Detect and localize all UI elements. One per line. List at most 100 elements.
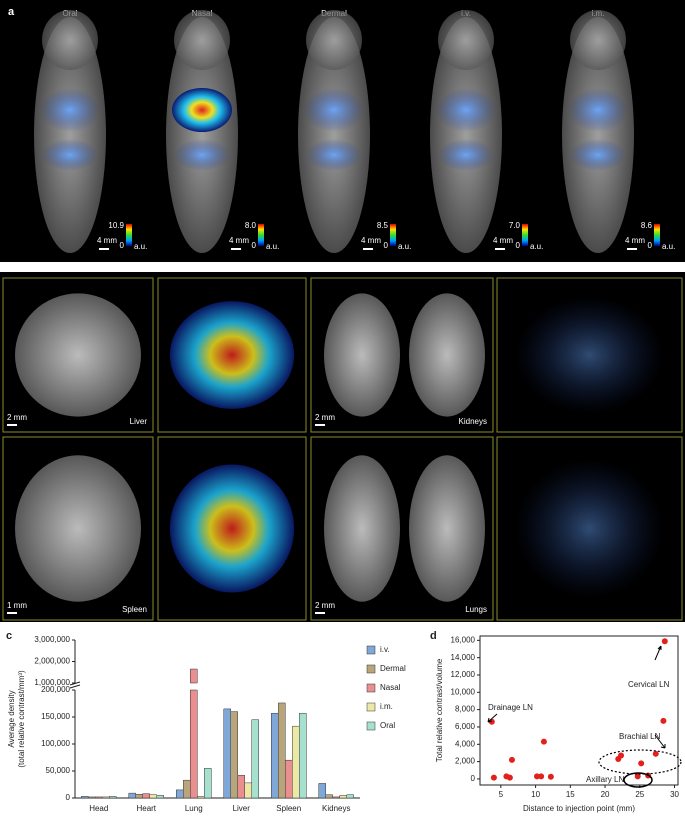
signal: [436, 88, 496, 132]
bar: [299, 712, 307, 799]
scale-bar-label: 1 mm: [7, 601, 27, 610]
bar: [346, 794, 354, 799]
y-tick-label: 8,000: [455, 705, 476, 714]
bar: [88, 796, 96, 799]
legend-swatch: [366, 664, 376, 674]
scale-bar-label: 2 mm: [315, 413, 335, 422]
bar: [332, 796, 340, 799]
y-tick-label: 6,000: [455, 722, 476, 731]
mouse-body: [34, 17, 106, 253]
annotation: Brachial LN: [619, 732, 661, 741]
y-tick-label: 10,000: [451, 687, 476, 696]
bar: [95, 796, 103, 799]
x-tick-label: Liver: [233, 804, 251, 813]
tissue-signal: [515, 296, 664, 414]
annotation: Axillary LN: [586, 775, 624, 784]
colorbar-min: 0: [120, 241, 125, 250]
scale-bar: [231, 248, 241, 250]
colorbar: [522, 224, 528, 246]
mouse-head: [438, 10, 494, 70]
y-tick-label: 0: [66, 793, 71, 802]
colorbar-unit: a.u.: [398, 242, 411, 251]
bar: [271, 712, 279, 799]
colorbar-unit: a.u.: [662, 242, 675, 251]
colorbar-max: 10.9: [108, 221, 124, 230]
x-tick-label: Heart: [136, 804, 156, 813]
point: [506, 774, 513, 781]
signal: [570, 139, 626, 171]
bar: [190, 668, 198, 799]
panel-label: c: [6, 630, 12, 642]
tissue-label: Liver: [130, 417, 148, 426]
x-tick-label: Spleen: [276, 804, 301, 813]
x-tick-label: Head: [89, 804, 108, 813]
x-tick-label: 25: [635, 790, 644, 799]
bar: [204, 768, 212, 799]
plot-frame: [479, 635, 679, 786]
bar: [339, 795, 347, 799]
x-tick-label: 5: [499, 790, 504, 799]
tissue-label: Kidneys: [459, 417, 487, 426]
colorbar: [654, 224, 660, 246]
y-tick-label: 4,000: [455, 739, 476, 748]
scale-bar: [7, 612, 17, 614]
legend-label: Dermal: [380, 664, 406, 673]
panel-label: d: [430, 630, 437, 642]
point: [660, 717, 667, 724]
signal: [306, 139, 362, 171]
y-axis-label: Total relative contrast/volume: [435, 658, 444, 762]
bar: [292, 725, 300, 799]
mouse-body: [298, 17, 370, 253]
mouse-body: [166, 17, 238, 253]
mouse-head: [570, 10, 626, 70]
bar: [102, 796, 110, 799]
point: [547, 773, 554, 780]
signal: [42, 139, 98, 171]
y-tick-label: 3,000,000: [34, 635, 70, 644]
scale-bar-label: 4 mm: [361, 236, 381, 245]
tissue-heatmap: [169, 301, 295, 409]
scale-bar: [99, 248, 109, 250]
arrow: [487, 713, 498, 723]
legend-swatch: [366, 702, 376, 712]
y-tick-label: 0: [471, 774, 476, 783]
scale-bar: [627, 248, 637, 250]
mouse-body: [562, 17, 634, 253]
arrow: [654, 645, 662, 661]
bar: [251, 719, 259, 799]
colorbar-min: 0: [648, 241, 653, 250]
axis-break: [69, 681, 81, 689]
scale-bar-label: 4 mm: [97, 236, 117, 245]
colorbar-unit: a.u.: [530, 242, 543, 251]
tissue-image: [15, 455, 141, 602]
point: [490, 774, 497, 781]
bar: [128, 792, 136, 799]
signal: [40, 88, 100, 132]
bar: [237, 775, 245, 799]
scale-bar-label: 4 mm: [625, 236, 645, 245]
legend-swatch: [366, 645, 376, 655]
point: [638, 760, 645, 767]
legend-label: Nasal: [380, 683, 401, 692]
y-tick-label: 100,000: [41, 739, 70, 748]
x-tick-label: 15: [566, 790, 575, 799]
panel-label: a: [8, 6, 15, 18]
legend-label: Oral: [380, 721, 395, 730]
legend-swatch: [366, 683, 376, 693]
tissue-image: [324, 455, 400, 602]
colorbar-unit: a.u.: [134, 242, 147, 251]
bar: [197, 796, 205, 799]
mouse-head: [42, 10, 98, 70]
y-tick-label: 16,000: [451, 635, 476, 644]
point: [652, 750, 659, 757]
y-tick-label: 50,000: [46, 766, 71, 775]
bar: [142, 793, 150, 799]
bar: [135, 793, 143, 799]
x-tick-label: 10: [531, 790, 540, 799]
scale-bar-label: 4 mm: [229, 236, 249, 245]
signal: [568, 88, 628, 132]
y-axis-label: (total relative contrast/mm³): [17, 670, 26, 768]
y-axis-label: Average density: [7, 690, 16, 747]
colorbar: [390, 224, 396, 246]
